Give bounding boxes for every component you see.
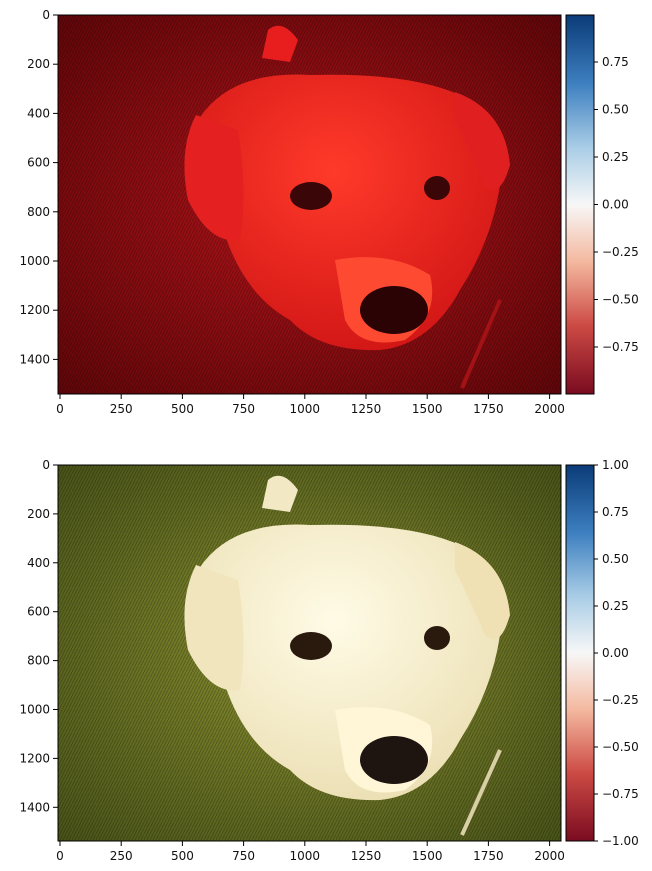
colorbar-tick-label: 0.50 bbox=[602, 552, 629, 566]
colorbar-tick-label: 0.50 bbox=[602, 103, 629, 117]
y-tick-label: 600 bbox=[27, 605, 50, 619]
colorbar-tick-label: −0.75 bbox=[602, 787, 639, 801]
y-tick-label: 0 bbox=[42, 8, 50, 22]
x-tick-label: 1250 bbox=[351, 402, 382, 416]
panel-bottom: 0 200 400 600 800 1000 1200 1400 0 250 500 750 1000… bbox=[19, 458, 638, 863]
y-tick-label: 800 bbox=[27, 205, 50, 219]
y-tick-label: 600 bbox=[27, 156, 50, 170]
x-tick-label: 250 bbox=[110, 849, 133, 863]
x-tick-label: 1500 bbox=[412, 849, 443, 863]
y-tick-label: 800 bbox=[27, 654, 50, 668]
x-tick-label: 1250 bbox=[351, 849, 382, 863]
y-tick-label: 1200 bbox=[19, 751, 50, 765]
colorbar-tick-label: 1.00 bbox=[602, 458, 629, 472]
colorbar-tick-label: 0.25 bbox=[602, 599, 629, 613]
x-tick-label: 250 bbox=[110, 402, 133, 416]
y-tick-label: 0 bbox=[42, 458, 50, 472]
colorbar-tick-label: −0.50 bbox=[602, 740, 639, 754]
y-tick-label: 1000 bbox=[19, 703, 50, 717]
colorbar-tick-label: 0.00 bbox=[602, 646, 629, 660]
x-tick-label: 0 bbox=[56, 849, 64, 863]
x-tick-label: 750 bbox=[232, 849, 255, 863]
y-tick-label: 1400 bbox=[19, 800, 50, 814]
x-tick-label: 1750 bbox=[473, 849, 504, 863]
x-tick-label: 1000 bbox=[290, 402, 321, 416]
y-tick-label: 400 bbox=[27, 556, 50, 570]
x-tick-label: 750 bbox=[232, 402, 255, 416]
y-tick-label: 200 bbox=[27, 57, 50, 71]
colorbar-tick-label: −0.50 bbox=[602, 293, 639, 307]
colorbar-tick-label: −0.25 bbox=[602, 245, 639, 259]
x-tick-label: 1750 bbox=[473, 402, 504, 416]
colorbar-tick-label: 0.25 bbox=[602, 150, 629, 164]
colorbar-tick-label: 0.00 bbox=[602, 198, 629, 212]
x-tick-label: 1000 bbox=[290, 849, 321, 863]
colorbar-tick-label: −0.75 bbox=[602, 340, 639, 354]
panel-top: 0 200 400 600 800 1000 1200 1400 0 250 500 750 1000… bbox=[19, 8, 638, 416]
x-tick-label: 500 bbox=[171, 849, 194, 863]
y-tick-label: 1400 bbox=[19, 352, 50, 366]
y-tick-label: 200 bbox=[27, 507, 50, 521]
x-tick-label: 2000 bbox=[534, 402, 565, 416]
colorbar-tick-label: 0.75 bbox=[602, 55, 629, 69]
x-tick-label: 500 bbox=[171, 402, 194, 416]
colorbar-bottom bbox=[565, 464, 595, 842]
colorbar-tick-label: −1.00 bbox=[602, 834, 639, 848]
colorbar-tick-label: 0.75 bbox=[602, 505, 629, 519]
y-tick-label: 400 bbox=[27, 106, 50, 120]
colorbar-top bbox=[565, 14, 595, 395]
x-tick-label: 0 bbox=[56, 402, 64, 416]
colorbar-tick-label: −0.25 bbox=[602, 693, 639, 707]
y-tick-label: 1200 bbox=[19, 303, 50, 317]
dog-image-natural bbox=[58, 465, 561, 841]
dog-image-red bbox=[58, 15, 561, 394]
x-tick-label: 1500 bbox=[412, 402, 443, 416]
y-tick-label: 1000 bbox=[19, 254, 50, 268]
x-tick-label: 2000 bbox=[534, 849, 565, 863]
